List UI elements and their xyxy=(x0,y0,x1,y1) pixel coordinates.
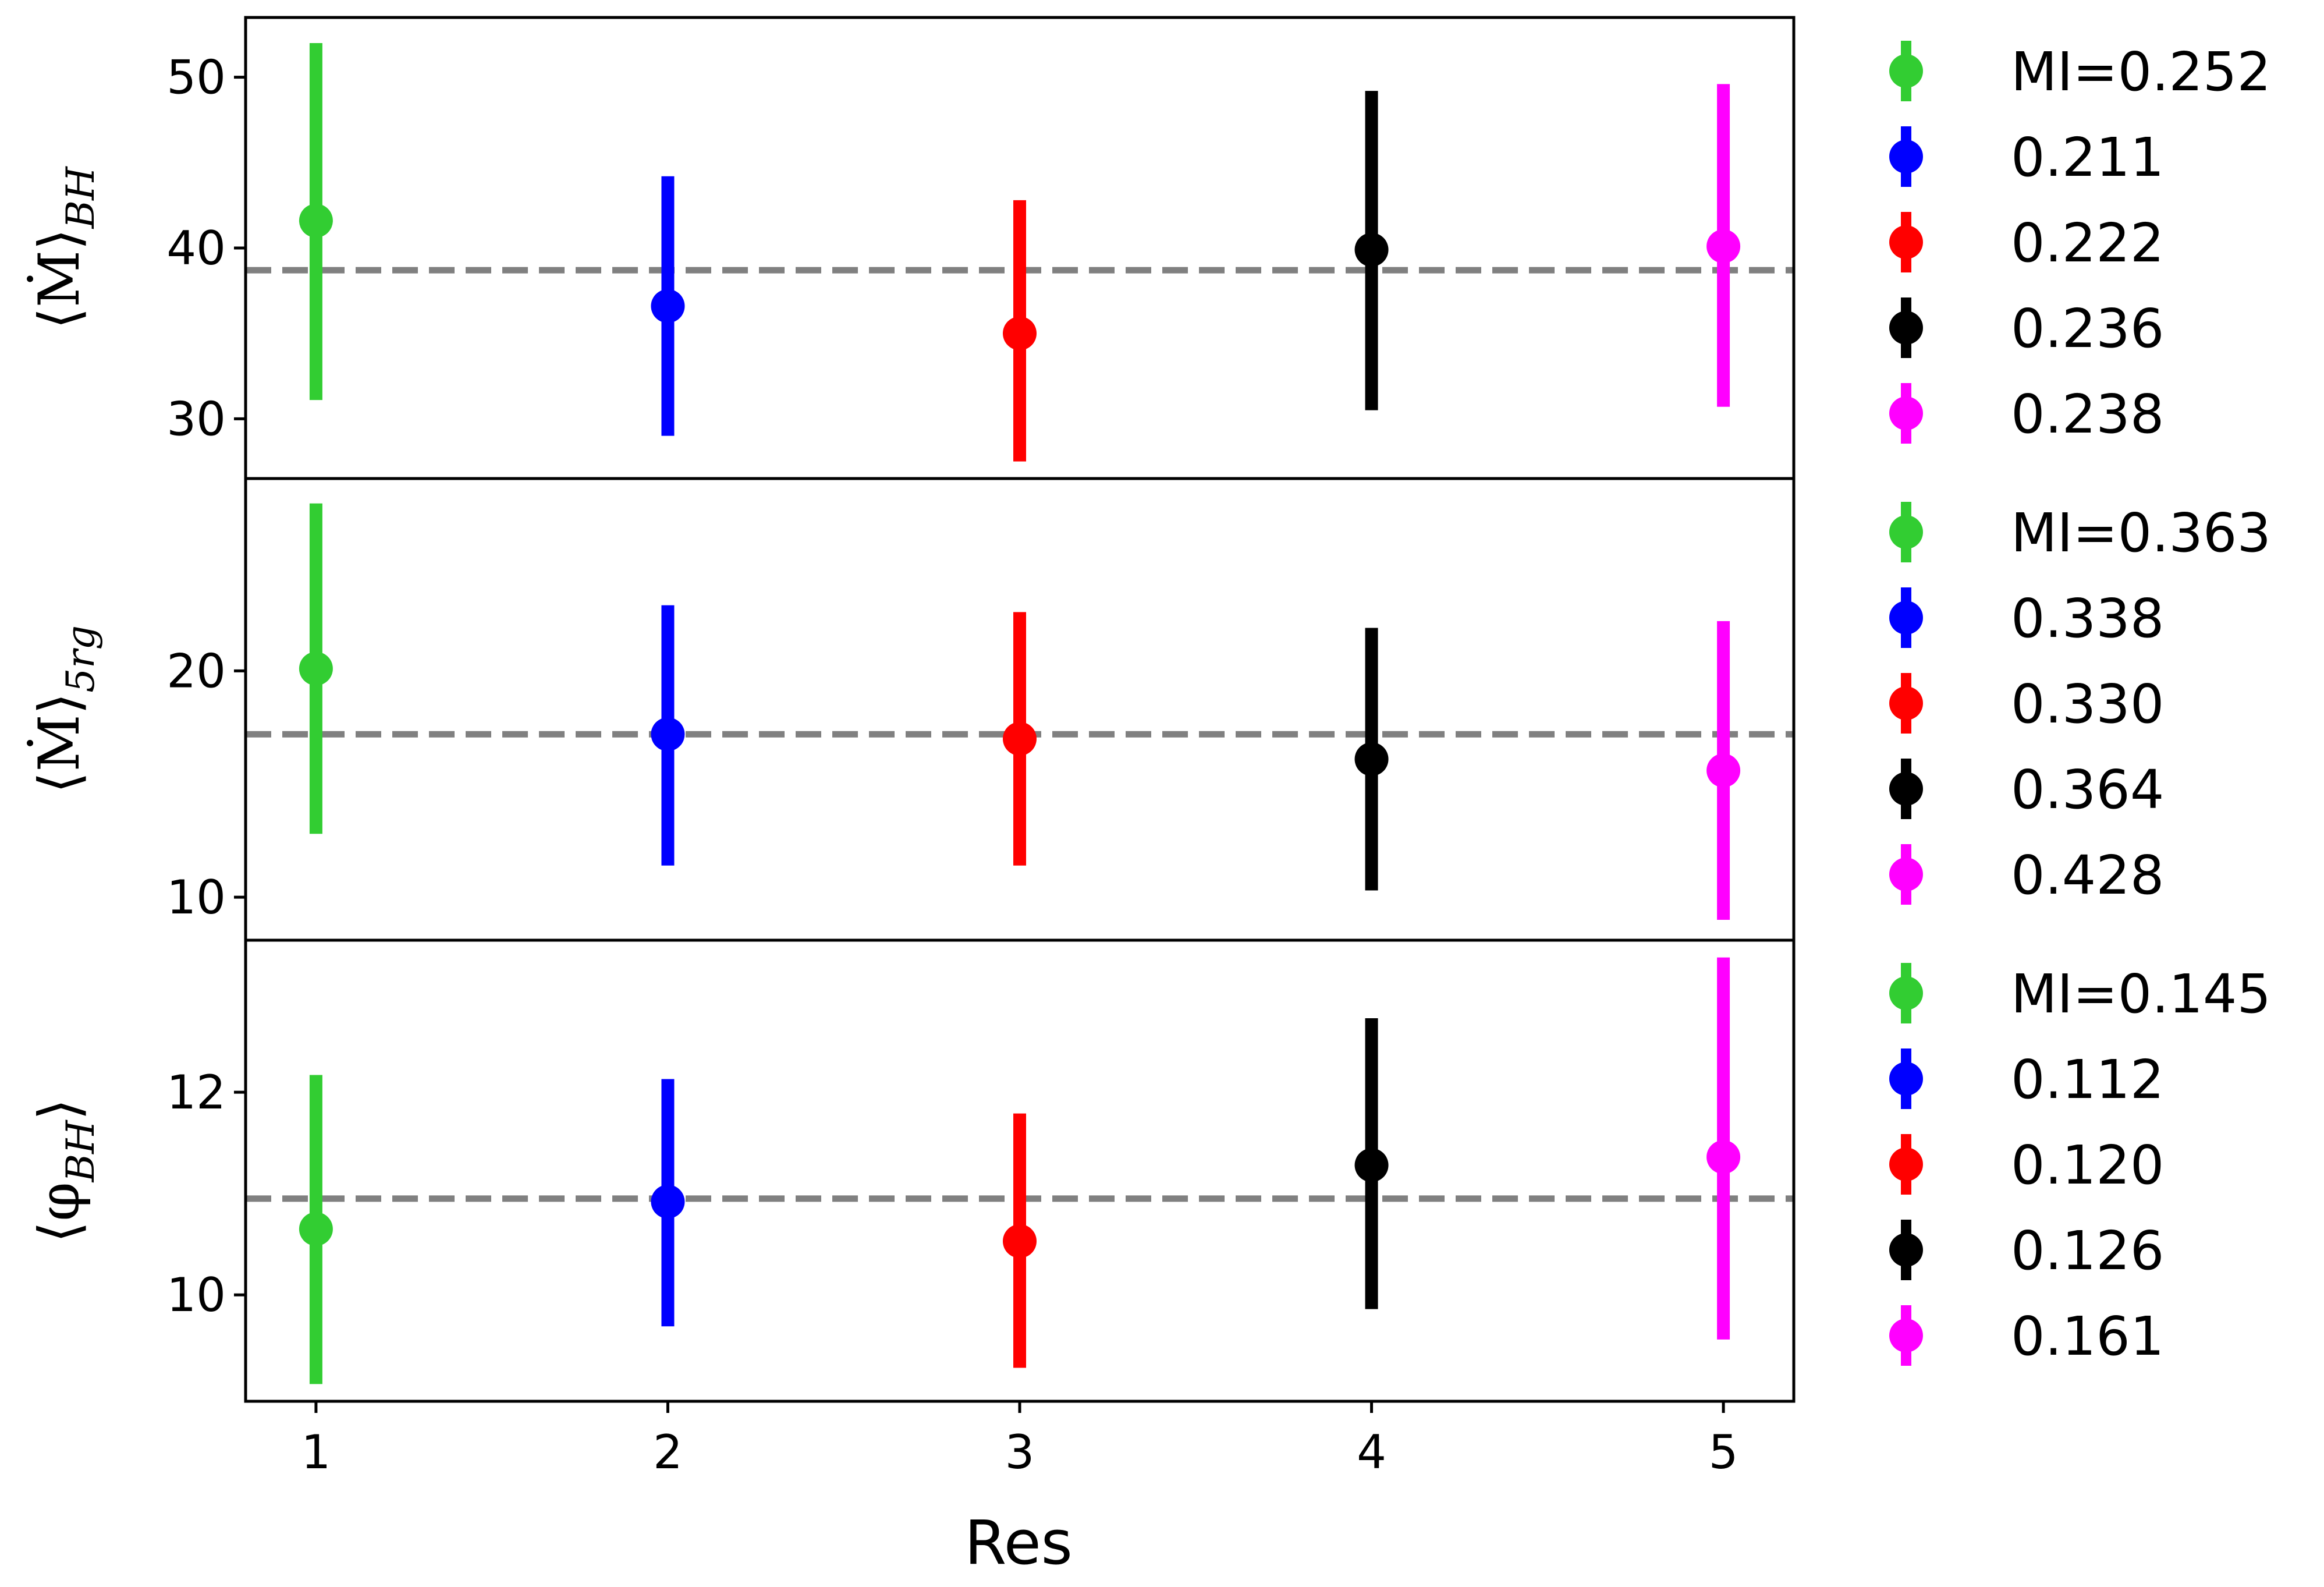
legend-marker xyxy=(1889,1319,1923,1352)
data-point xyxy=(1354,232,1389,267)
data-point xyxy=(1706,753,1741,788)
legends: MI=0.252 0.211 0.222 0.236 0.238 MI=0.363 0.33… xyxy=(1889,41,2271,1368)
data-point xyxy=(1003,722,1037,756)
x-tick-label: 3 xyxy=(1005,1425,1035,1479)
legend-label: 0.238 xyxy=(2011,383,2164,445)
data-point xyxy=(1354,1148,1389,1182)
panel-2: 10 20 ⟨Ṁ⟩5rg xyxy=(27,477,1796,942)
y-tick-label: 30 xyxy=(166,392,226,446)
data-point xyxy=(651,1185,685,1219)
data-point xyxy=(299,1212,333,1246)
data-point xyxy=(1354,742,1389,777)
legend-label: 0.364 xyxy=(2011,759,2164,821)
legend-label: MI=0.145 xyxy=(2011,963,2271,1025)
y-axis-label: ⟨Ṁ⟩BH xyxy=(27,166,103,330)
legend-marker xyxy=(1889,225,1923,259)
y-tick-label: 40 xyxy=(166,221,226,275)
data-point xyxy=(651,717,685,752)
legend-entry: MI=0.145 xyxy=(1889,963,2271,1025)
legend-marker xyxy=(1889,54,1923,88)
legend-label: 0.428 xyxy=(2011,844,2164,906)
legend-label: 0.120 xyxy=(2011,1134,2164,1196)
panels: 30 40 50 ⟨Ṁ⟩BH 10 20 ⟨Ṁ⟩5rg 10 12 ⟨φBH⟩ xyxy=(27,16,1796,1403)
x-axis: 1 2 3 4 5 xyxy=(301,1401,1738,1479)
data-point xyxy=(1003,316,1037,350)
y-tick-label: 10 xyxy=(166,1268,226,1322)
legend-marker xyxy=(1889,858,1923,891)
legend-entry: MI=0.363 xyxy=(1889,502,2271,564)
data-point xyxy=(299,204,333,238)
x-tick-label: 5 xyxy=(1709,1425,1738,1479)
legend-marker xyxy=(1889,396,1923,430)
legend-entry: 0.236 xyxy=(1889,297,2164,360)
legend-entry: 0.338 xyxy=(1889,587,2164,650)
legend-entry: 0.120 xyxy=(1889,1134,2164,1196)
legend-entry: 0.428 xyxy=(1889,844,2164,906)
legend-entry: 0.112 xyxy=(1889,1048,2164,1111)
y-tick-label: 20 xyxy=(166,644,226,698)
legend-label: 0.161 xyxy=(2011,1305,2164,1368)
legend-label: 0.112 xyxy=(2011,1048,2164,1111)
legend-label: MI=0.363 xyxy=(2011,502,2271,564)
legend-entry: 0.126 xyxy=(1889,1220,2164,1282)
legend-label: 0.330 xyxy=(2011,673,2164,735)
x-axis-label: Res xyxy=(964,1507,1073,1578)
y-tick-label: 12 xyxy=(166,1065,226,1120)
legend-marker xyxy=(1889,686,1923,720)
legend-entry: 0.364 xyxy=(1889,759,2164,821)
legend-entry: MI=0.252 xyxy=(1889,41,2271,103)
data-point xyxy=(1003,1224,1037,1258)
legend-label: 0.338 xyxy=(2011,587,2164,650)
legend-marker xyxy=(1889,515,1923,549)
legend-label: 0.236 xyxy=(2011,297,2164,360)
legend-label: MI=0.252 xyxy=(2011,41,2271,103)
legend-label: 0.211 xyxy=(2011,126,2164,189)
legend-marker xyxy=(1889,1062,1923,1096)
legend-entry: 0.330 xyxy=(1889,673,2164,735)
panel-3: 10 12 ⟨φBH⟩ xyxy=(27,938,1796,1403)
legend-entry: 0.161 xyxy=(1889,1305,2164,1368)
panel-1: 30 40 50 ⟨Ṁ⟩BH xyxy=(27,16,1796,480)
legend-entry: 0.238 xyxy=(1889,383,2164,445)
legend-marker xyxy=(1889,601,1923,635)
y-axis-label: ⟨φBH⟩ xyxy=(27,1099,103,1243)
x-tick-label: 2 xyxy=(653,1425,683,1479)
x-tick-label: 4 xyxy=(1357,1425,1386,1479)
legend-label: 0.126 xyxy=(2011,1220,2164,1282)
legend-marker xyxy=(1889,1233,1923,1267)
y-tick-label: 50 xyxy=(166,51,226,105)
data-point xyxy=(651,289,685,323)
legend-entry: 0.211 xyxy=(1889,126,2164,189)
legend-marker xyxy=(1889,140,1923,173)
legend-marker xyxy=(1889,311,1923,345)
y-axis-label: ⟨Ṁ⟩5rg xyxy=(27,625,103,793)
legend-entry: 0.222 xyxy=(1889,212,2164,274)
x-tick-label: 1 xyxy=(301,1425,331,1479)
data-point xyxy=(1706,1140,1741,1174)
legend-marker xyxy=(1889,1147,1923,1181)
legend-marker xyxy=(1889,976,1923,1010)
legend-marker xyxy=(1889,772,1923,806)
data-point xyxy=(1706,229,1741,264)
y-tick-label: 10 xyxy=(166,870,226,924)
legend-label: 0.222 xyxy=(2011,212,2164,274)
data-point xyxy=(299,651,333,686)
